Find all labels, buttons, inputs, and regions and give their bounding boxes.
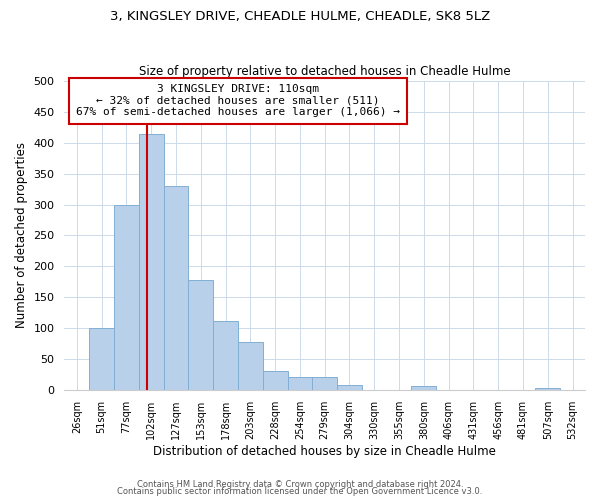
Y-axis label: Number of detached properties: Number of detached properties [15, 142, 28, 328]
Text: Contains HM Land Registry data © Crown copyright and database right 2024.: Contains HM Land Registry data © Crown c… [137, 480, 463, 489]
Bar [337, 385, 362, 390]
Text: 3, KINGSLEY DRIVE, CHEADLE HULME, CHEADLE, SK8 5LZ: 3, KINGSLEY DRIVE, CHEADLE HULME, CHEADL… [110, 10, 490, 23]
Bar [535, 388, 560, 390]
Text: Contains public sector information licensed under the Open Government Licence v3: Contains public sector information licen… [118, 487, 482, 496]
Bar [114, 204, 139, 390]
X-axis label: Distribution of detached houses by size in Cheadle Hulme: Distribution of detached houses by size … [153, 444, 496, 458]
Bar [188, 280, 213, 390]
Bar [139, 134, 164, 390]
Bar [263, 372, 287, 390]
Bar [164, 186, 188, 390]
Bar [238, 342, 263, 390]
Bar [412, 386, 436, 390]
Bar [213, 320, 238, 390]
Bar [89, 328, 114, 390]
Bar [287, 378, 313, 390]
Text: 3 KINGSLEY DRIVE: 110sqm
← 32% of detached houses are smaller (511)
67% of semi-: 3 KINGSLEY DRIVE: 110sqm ← 32% of detach… [76, 84, 400, 117]
Bar [313, 378, 337, 390]
Title: Size of property relative to detached houses in Cheadle Hulme: Size of property relative to detached ho… [139, 66, 511, 78]
